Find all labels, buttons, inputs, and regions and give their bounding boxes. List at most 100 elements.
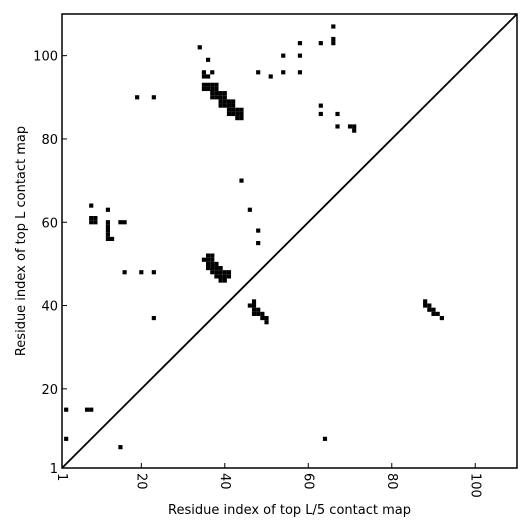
contact-point [347,124,353,129]
contact-point [89,203,94,208]
contact-point [206,261,211,266]
contact-point [218,95,223,100]
contact-point [122,270,127,275]
contact-point [222,95,227,100]
contact-point [201,70,207,75]
contact-point [331,24,336,29]
contact-point [318,103,323,108]
x-tick-label: 60 [300,473,315,490]
contact-point [201,257,207,262]
contact-point [226,107,232,112]
contact-point [135,95,140,100]
contact-point [206,265,211,271]
contact-point [210,86,215,92]
contact-point [281,53,286,58]
contact-point [64,436,69,441]
contact-point [431,307,436,312]
y-axis-ticks: 1 20 40 60 80 100 [33,50,67,477]
contact-point [210,257,215,262]
contact-point [423,303,428,308]
contact-point [218,265,223,271]
contact-point [256,241,261,246]
contact-point [247,207,252,212]
contact-point [222,270,227,275]
x-tick-label: 1 [54,473,69,481]
contact-point [210,270,215,275]
contact-point [214,82,219,87]
contact-point [210,261,215,266]
contact-point [105,232,110,237]
contact-point [247,303,252,308]
contact-point [151,95,156,100]
contact-point [105,224,110,229]
x-axis-ticks: 1 20 40 60 80 100 [54,463,482,498]
contact-point [210,253,215,258]
x-tick-label: 40 [217,473,232,490]
contact-point [206,257,211,262]
contact-point [226,103,232,108]
contact-point [201,82,207,87]
contact-point [222,278,227,283]
y-axis-label: Residue index of top L contact map [14,126,29,356]
contact-point [206,74,211,79]
contact-point [84,407,90,412]
contact-point [118,220,123,225]
contact-point [222,274,227,279]
contact-point [201,74,207,79]
contact-point [235,116,240,121]
contact-point [439,315,444,321]
y-tick-label: 20 [41,383,58,398]
contact-point [105,220,110,225]
contact-point [352,128,357,133]
contact-point [281,70,286,75]
contact-point [214,95,219,100]
contact-point [222,99,227,104]
contact-point [256,70,261,75]
contact-point [297,41,303,46]
contact-point [118,445,123,450]
contact-point [206,86,211,92]
contact-point [93,220,98,225]
contact-point [197,45,202,50]
contact-point [268,74,273,79]
contact-point [218,274,223,279]
contact-point [201,86,207,92]
contact-point [260,315,265,321]
contact-point [226,99,232,104]
contact-point [89,407,94,412]
contact-point [218,91,223,96]
contact-point [214,274,219,279]
contact-point [251,299,257,304]
contact-point [335,111,340,117]
contact-point [256,228,261,233]
contact-point [297,53,303,58]
contact-point [218,270,223,275]
contact-point [218,99,223,104]
contact-point [226,274,232,279]
contact-point [264,320,269,325]
contact-point [256,311,261,316]
contact-point [206,57,211,62]
diagonal-reference-line [61,13,518,469]
contact-point [226,270,232,275]
contact-point [110,236,115,241]
contact-point [335,124,340,129]
y-tick-label: 40 [41,300,58,315]
contact-point [210,95,215,100]
contact-point [435,311,440,316]
contact-point [423,299,428,304]
y-tick-label: 1 [50,462,58,477]
contact-point [214,86,219,92]
contact-point [235,107,240,112]
contact-point [151,315,156,321]
contact-point [226,111,232,117]
contact-point [222,91,227,96]
x-axis-label: Residue index of top L/5 contact map [168,503,411,518]
contact-point [239,111,244,117]
contact-point [260,311,265,316]
contact-point [427,307,432,312]
contact-point [235,111,240,117]
contact-point [206,253,211,258]
contact-point [251,303,257,308]
